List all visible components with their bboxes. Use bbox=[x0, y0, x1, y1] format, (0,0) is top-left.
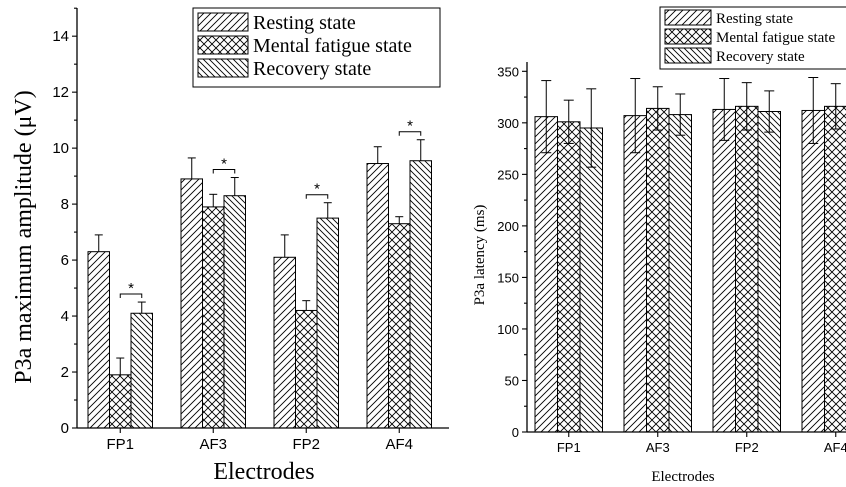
amplitude-bar-fp2-mental-fatigue-state bbox=[295, 309, 318, 429]
amplitude-x-axis-title: Electrodes bbox=[213, 459, 314, 485]
amplitude-bar-fp2-resting-state bbox=[273, 256, 296, 429]
latency-bar-af3-resting-state bbox=[623, 115, 647, 433]
latency-bar-fp1-resting-state bbox=[534, 116, 558, 433]
amplitude-bar-fp1-recovery-state bbox=[130, 312, 153, 429]
amplitude-y-tick-label-6: 6 bbox=[61, 252, 69, 269]
amplitude-y-ticks: 0 2 4 6 8 10 12 14 bbox=[52, 7, 77, 437]
latency-axes bbox=[526, 62, 846, 433]
latency-legend-label-mental-fatigue-state: Mental fatigue state bbox=[716, 30, 835, 46]
amplitude-y-tick-label-14: 14 bbox=[52, 28, 69, 45]
significance-bracket-af4 bbox=[398, 131, 422, 136]
latency-y-tick-label-250: 250 bbox=[497, 167, 519, 182]
latency-x-tick-label-af3: AF3 bbox=[646, 440, 670, 455]
amplitude-bar-af4-resting-state bbox=[366, 163, 389, 429]
significance-star-af4: * bbox=[407, 118, 413, 135]
significance-star-fp1: * bbox=[128, 280, 134, 297]
latency-y-tick-label-0: 0 bbox=[512, 425, 519, 440]
amplitude-axes bbox=[76, 8, 449, 429]
latency-x-ticks: FP1 AF3 FP2 AF4 bbox=[557, 432, 846, 455]
latency-y-tick-label-350: 350 bbox=[497, 64, 519, 79]
amplitude-legend-label-resting-state: Resting state bbox=[253, 12, 356, 34]
latency-chart: 0 50 100 150 200 250 300 350 FP1 AF3 FP2 AF4 P3a l… bbox=[472, 6, 846, 485]
amplitude-bar-af3-recovery-state bbox=[223, 195, 246, 429]
amplitude-x-ticks: FP1 AF3 FP2 AF4 bbox=[106, 428, 413, 453]
latency-y-tick-label-100: 100 bbox=[497, 322, 519, 337]
latency-x-tick-label-fp2: FP2 bbox=[735, 440, 759, 455]
amplitude-error-bars bbox=[94, 139, 425, 375]
latency-bar-af3-mental-fatigue-state bbox=[646, 107, 670, 433]
latency-y-tick-label-300: 300 bbox=[497, 116, 519, 131]
latency-y-ticks: 0 50 100 150 200 250 300 350 bbox=[497, 64, 527, 440]
latency-bar-af4-resting-state bbox=[801, 109, 825, 433]
latency-legend-label-recovery-state: Recovery state bbox=[716, 49, 805, 65]
amplitude-bars bbox=[87, 160, 432, 429]
amplitude-legend-swatch-recovery-state bbox=[197, 58, 249, 78]
latency-legend-swatch-resting-state bbox=[664, 9, 712, 26]
amplitude-y-tick-label-10: 10 bbox=[52, 140, 69, 157]
significance-bracket-af3 bbox=[212, 169, 236, 174]
significance-star-af3: * bbox=[221, 156, 227, 173]
latency-y-tick-label-50: 50 bbox=[505, 373, 519, 388]
latency-legend-swatch-mental-fatigue-state bbox=[664, 28, 712, 45]
amplitude-legend-label-recovery-state: Recovery state bbox=[253, 58, 371, 80]
amplitude-y-tick-label-8: 8 bbox=[61, 196, 69, 213]
latency-bar-fp1-mental-fatigue-state bbox=[557, 121, 581, 433]
amplitude-y-tick-label-12: 12 bbox=[52, 84, 69, 101]
latency-y-tick-label-150: 150 bbox=[497, 270, 519, 285]
amplitude-y-tick-label-4: 4 bbox=[61, 308, 69, 325]
latency-bar-fp2-resting-state bbox=[712, 108, 736, 433]
amplitude-bar-fp2-recovery-state bbox=[316, 217, 339, 429]
amplitude-y-tick-label-0: 0 bbox=[61, 420, 69, 437]
significance-star-fp2: * bbox=[314, 181, 320, 198]
amplitude-bar-af3-mental-fatigue-state bbox=[202, 206, 225, 429]
latency-y-tick-label-200: 200 bbox=[497, 219, 519, 234]
amplitude-y-axis-title: P3a maximum amplitude (μV) bbox=[11, 90, 37, 383]
amplitude-bar-af4-recovery-state bbox=[409, 160, 432, 429]
latency-error-bars bbox=[541, 76, 841, 168]
amplitude-bar-fp1-resting-state bbox=[87, 251, 110, 429]
amplitude-y-tick-label-2: 2 bbox=[61, 364, 69, 381]
latency-bar-af4-mental-fatigue-state bbox=[824, 105, 846, 433]
latency-legend-swatch-recovery-state bbox=[664, 47, 712, 64]
latency-legend: Resting state Mental fatigue state Recover… bbox=[659, 6, 846, 70]
amplitude-x-tick-label-af4: AF4 bbox=[385, 436, 413, 453]
amplitude-x-tick-label-fp1: FP1 bbox=[106, 436, 134, 453]
latency-bars bbox=[534, 105, 846, 433]
latency-bar-fp2-mental-fatigue-state bbox=[735, 105, 759, 433]
latency-x-tick-label-fp1: FP1 bbox=[557, 440, 581, 455]
amplitude-bar-af3-resting-state bbox=[180, 178, 203, 429]
latency-legend-label-resting-state: Resting state bbox=[716, 11, 793, 27]
amplitude-legend-swatch-resting-state bbox=[197, 12, 249, 32]
latency-bar-fp1-recovery-state bbox=[579, 127, 603, 433]
amplitude-significance-markers: * * * * bbox=[119, 118, 422, 299]
amplitude-chart: * * * * 0 2 4 6 8 10 12 14 FP1 AF3 FP2 AF4 P3a maximu… bbox=[11, 7, 449, 485]
latency-y-axis-title: P3a latency (ms) bbox=[472, 205, 488, 306]
latency-x-axis-title: Electrodes bbox=[651, 469, 714, 485]
latency-bar-af3-recovery-state bbox=[668, 114, 692, 433]
latency-bar-fp2-recovery-state bbox=[757, 110, 781, 433]
amplitude-bar-af4-mental-fatigue-state bbox=[388, 223, 411, 429]
amplitude-x-tick-label-af3: AF3 bbox=[199, 436, 227, 453]
latency-x-tick-label-af4: AF4 bbox=[824, 440, 846, 455]
amplitude-legend-swatch-mental-fatigue-state bbox=[197, 35, 249, 55]
significance-bracket-fp1 bbox=[119, 293, 143, 299]
significance-bracket-fp2 bbox=[305, 194, 329, 199]
amplitude-legend-label-mental-fatigue-state: Mental fatigue state bbox=[253, 35, 412, 57]
amplitude-bar-fp1-mental-fatigue-state bbox=[109, 374, 132, 429]
amplitude-x-tick-label-fp2: FP2 bbox=[292, 436, 320, 453]
